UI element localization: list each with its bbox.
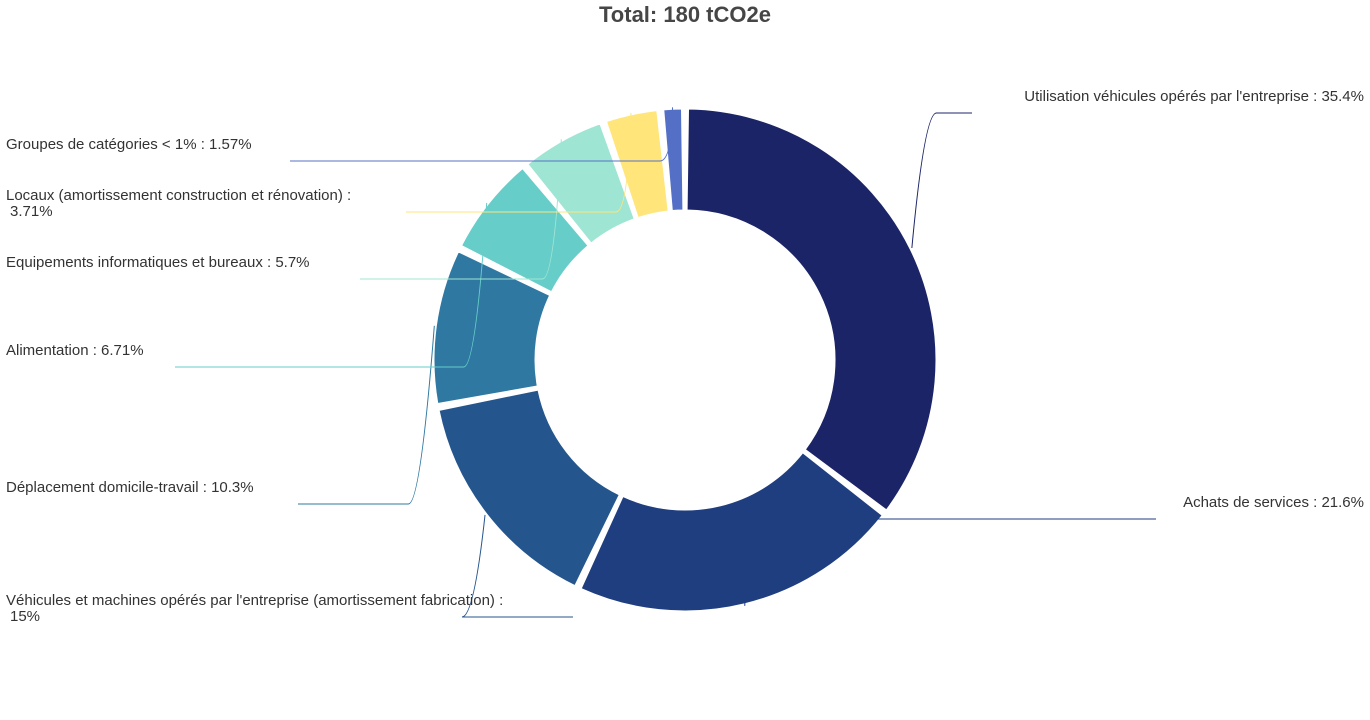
slice-8[interactable] <box>663 108 684 212</box>
slice-7[interactable] <box>606 110 669 219</box>
donut-slices <box>433 108 937 612</box>
leader-line-2 <box>744 518 1156 606</box>
slice-label-3: Véhicules et machines opérés par l'entre… <box>6 592 503 625</box>
slice-labels: Utilisation véhicules opérés par l'entre… <box>6 88 1364 625</box>
leader-lines <box>175 107 1156 618</box>
slice-3[interactable] <box>438 389 620 587</box>
leader-line-8 <box>290 107 674 162</box>
slice-label-5: Alimentation : 6.71% <box>6 342 144 359</box>
leader-line-5 <box>175 202 488 368</box>
slice-2[interactable] <box>580 452 883 612</box>
leader-line-7 <box>406 112 632 213</box>
slice-1[interactable] <box>686 108 937 511</box>
slice-5[interactable] <box>461 168 589 293</box>
leader-line-4 <box>298 325 435 505</box>
slice-4[interactable] <box>433 251 551 404</box>
leader-line-6 <box>360 139 562 280</box>
leader-line-1 <box>911 112 972 249</box>
slice-label-1: Utilisation véhicules opérés par l'entre… <box>1024 88 1364 105</box>
leader-line-3 <box>461 514 573 618</box>
chart-title: Total: 180 tCO2e <box>599 2 771 27</box>
slice-label-2: Achats de services : 21.6% <box>1183 494 1364 511</box>
slice-label-7: Locaux (amortissement construction et ré… <box>6 187 351 220</box>
slice-label-8: Groupes de catégories < 1% : 1.57% <box>6 136 252 153</box>
slice-label-6: Equipements informatiques et bureaux : 5… <box>6 254 310 271</box>
slice-6[interactable] <box>527 123 635 244</box>
slice-label-4: Déplacement domicile-travail : 10.3% <box>6 479 254 496</box>
